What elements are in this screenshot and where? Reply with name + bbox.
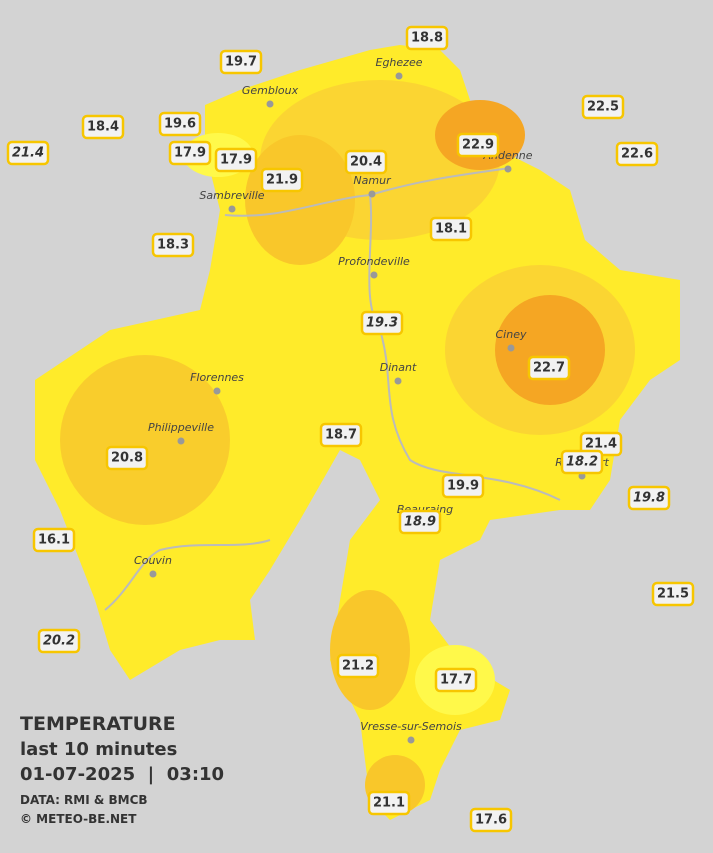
station-value: 18.4 — [87, 120, 119, 135]
city-dot — [149, 570, 157, 578]
city-dot — [228, 205, 236, 213]
station-box — [168, 140, 212, 166]
warm-zone — [495, 295, 605, 405]
station-value: 18.7 — [325, 428, 357, 443]
station-value: 18.8 — [411, 31, 443, 46]
station-box — [219, 49, 263, 75]
station-box — [37, 628, 81, 654]
copyright: © METEO-BE.NET — [20, 812, 137, 826]
city-dot — [407, 736, 415, 744]
station-value: 22.6 — [621, 147, 653, 162]
station-value: 19.8 — [633, 491, 665, 506]
city-dot — [213, 387, 221, 395]
station-box — [434, 667, 478, 693]
station-box — [651, 581, 695, 607]
station-value: 19.6 — [164, 117, 196, 132]
city-label: Philippeville — [148, 421, 214, 434]
station-value: 21.4 — [585, 437, 617, 452]
station-value: 18.1 — [435, 222, 467, 237]
city-dot — [394, 377, 402, 385]
city-dot — [507, 344, 515, 352]
datetime: 01-07-2025 | 03:10 — [20, 764, 224, 785]
warm-zone — [60, 355, 230, 525]
station-box — [319, 422, 363, 448]
station-box — [360, 310, 404, 336]
station-value: 17.9 — [174, 146, 206, 161]
station-value: 19.3 — [366, 316, 398, 331]
station-value: 22.9 — [462, 138, 494, 153]
station-value: 20.2 — [43, 634, 75, 649]
station-value: 20.4 — [350, 155, 382, 170]
station-value: 19.7 — [225, 55, 257, 70]
station-box — [367, 790, 411, 816]
city-dot — [370, 271, 378, 279]
source: DATA: RMI & BMCB — [20, 793, 148, 807]
station-value: 21.4 — [12, 146, 44, 161]
city-label: Vresse-sur-Semois — [360, 720, 462, 733]
station-box — [441, 473, 485, 499]
stations: 18.8 19.7 18.4 19.6 21.4 17.9 17.9 20.4 21.9 22.9… — [6, 25, 695, 833]
station-box — [260, 167, 304, 193]
city-label: Sambreville — [199, 189, 264, 202]
city-dot — [177, 437, 185, 445]
station-box — [627, 485, 671, 511]
station-value: 18.2 — [566, 455, 598, 470]
city-label: Profondeville — [338, 255, 410, 268]
station-box — [151, 232, 195, 258]
station-box — [105, 445, 149, 471]
station-box — [560, 449, 604, 475]
legend-block: TEMPERATURE last 10 minutes 01-07-2025 |… — [20, 713, 224, 826]
station-value: 22.7 — [533, 361, 565, 376]
city-dot — [266, 100, 274, 108]
station-box — [398, 509, 442, 535]
station-box — [405, 25, 449, 51]
station-value: 19.9 — [447, 479, 479, 494]
station-box — [32, 527, 76, 553]
station-box — [344, 149, 388, 175]
station-value: 17.6 — [475, 813, 507, 828]
station-box — [214, 147, 258, 173]
station-value: 16.1 — [38, 533, 70, 548]
city-dot — [504, 165, 512, 173]
city-label: Eghezee — [376, 56, 423, 69]
station-box — [527, 355, 571, 381]
city-label: Florennes — [190, 371, 244, 384]
city-label: Couvin — [134, 554, 172, 567]
station-value: 21.9 — [266, 173, 298, 188]
city-label: Ciney — [496, 328, 527, 341]
station-box — [429, 216, 473, 242]
station-value: 21.5 — [657, 587, 689, 602]
river — [104, 539, 271, 611]
subtitle: last 10 minutes — [20, 739, 177, 760]
station-value: 21.1 — [373, 796, 405, 811]
station-value: 22.5 — [587, 100, 619, 115]
city-dot — [368, 190, 376, 198]
warm-zone — [330, 590, 410, 710]
city-label: Namur — [353, 174, 392, 187]
station-box — [469, 807, 513, 833]
station-box — [158, 111, 202, 137]
station-value: 21.2 — [342, 659, 374, 674]
station-value: 18.3 — [157, 238, 189, 253]
station-box — [456, 132, 500, 158]
city-label: Gembloux — [242, 84, 299, 97]
station-box — [336, 653, 380, 679]
station-value: 20.8 — [111, 451, 143, 466]
station-value: 18.9 — [404, 515, 436, 530]
city-label: Dinant — [380, 361, 417, 374]
station-box — [615, 141, 659, 167]
station-value: 17.9 — [220, 153, 252, 168]
station-box — [6, 140, 50, 166]
station-value: 17.7 — [440, 673, 472, 688]
title: TEMPERATURE — [20, 713, 176, 735]
city-dot — [395, 72, 403, 80]
station-box — [81, 114, 125, 140]
station-box — [581, 94, 625, 120]
warm-zone — [245, 135, 355, 265]
